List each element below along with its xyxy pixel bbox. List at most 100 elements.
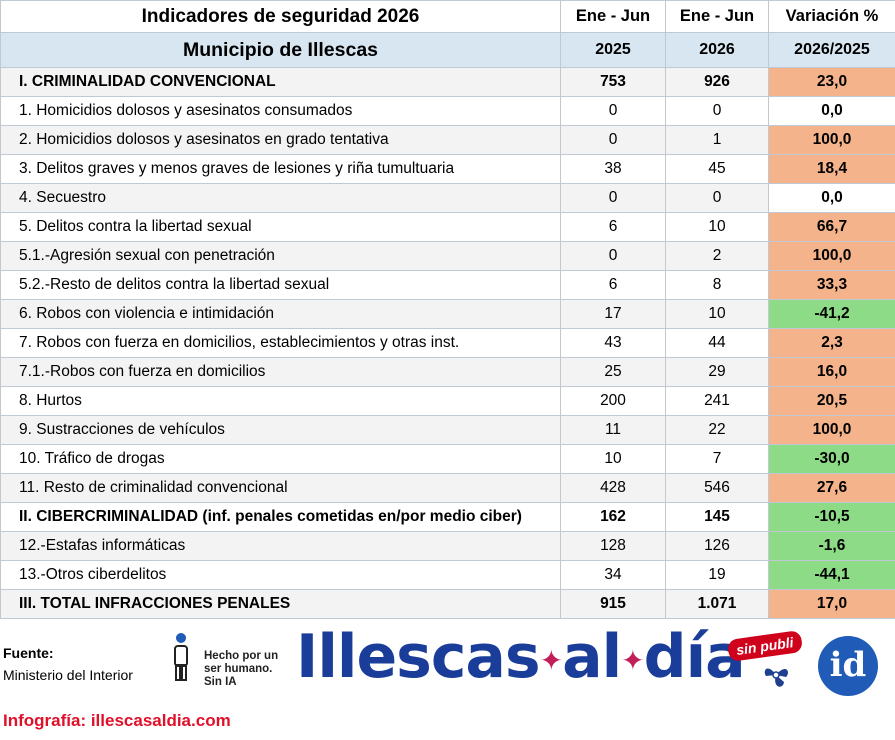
row-label: 12.-Estafas informáticas bbox=[0, 531, 561, 561]
variation-value: 23,0 bbox=[768, 67, 895, 97]
value-2025: 34 bbox=[560, 560, 666, 590]
value-2026: 2 bbox=[665, 241, 769, 271]
infografia-credit: Infografía: illescasaldia.com bbox=[3, 711, 231, 730]
variation-value: 20,5 bbox=[768, 386, 895, 416]
col2-year: 2026 bbox=[665, 32, 769, 68]
source-value: Ministerio del Interior bbox=[3, 667, 133, 683]
variation-value: -41,2 bbox=[768, 299, 895, 329]
row-label: 7. Robos con fuerza en domicilios, estab… bbox=[0, 328, 561, 358]
row-label: I. CRIMINALIDAD CONVENCIONAL bbox=[0, 67, 561, 97]
variation-value: 27,6 bbox=[768, 473, 895, 503]
person-icon bbox=[174, 633, 188, 681]
value-2025: 38 bbox=[560, 154, 666, 184]
row-label: 13.-Otros ciberdelitos bbox=[0, 560, 561, 590]
value-2026: 45 bbox=[665, 154, 769, 184]
variation-value: -44,1 bbox=[768, 560, 895, 590]
section-row: I. CRIMINALIDAD CONVENCIONAL 753 926 23,0 bbox=[0, 67, 895, 97]
logo-part3: día bbox=[643, 622, 746, 692]
value-2025: 6 bbox=[560, 270, 666, 300]
value-2025: 128 bbox=[560, 531, 666, 561]
row-label: 5.1.-Agresión sexual con penetración bbox=[0, 241, 561, 271]
value-2026: 926 bbox=[665, 67, 769, 97]
variation-value: 18,4 bbox=[768, 154, 895, 184]
row-label: 9. Sustracciones de vehículos bbox=[0, 415, 561, 445]
value-2026: 1.071 bbox=[665, 589, 769, 619]
human-made-badge: Hecho por un ser humano. Sin IA bbox=[204, 650, 294, 689]
variation-value: 17,0 bbox=[768, 589, 895, 619]
value-2025: 6 bbox=[560, 212, 666, 242]
table-row: 12.-Estafas informáticas 128 126 -1,6 bbox=[0, 531, 895, 561]
variation-value: -1,6 bbox=[768, 531, 895, 561]
variation-value: 100,0 bbox=[768, 125, 895, 155]
row-label: 5.2.-Resto de delitos contra la libertad… bbox=[0, 270, 561, 300]
security-indicators-table: Indicadores de seguridad 2026 Ene - Jun … bbox=[0, 0, 895, 619]
municipality-title: Municipio de Illescas bbox=[0, 32, 561, 68]
value-2026: 10 bbox=[665, 212, 769, 242]
logo-part2: al bbox=[562, 622, 622, 692]
row-label: 2. Homicidios dolosos y asesinatos en gr… bbox=[0, 125, 561, 155]
page-title: Indicadores de seguridad 2026 bbox=[0, 0, 561, 33]
human-badge-line3: Sin IA bbox=[204, 676, 237, 688]
table-row: 7. Robos con fuerza en domicilios, estab… bbox=[0, 328, 895, 358]
table-row: 5.1.-Agresión sexual con penetración 0 2 10… bbox=[0, 241, 895, 271]
value-2026: 1 bbox=[665, 125, 769, 155]
value-2026: 0 bbox=[665, 183, 769, 213]
table-row: 2. Homicidios dolosos y asesinatos en gr… bbox=[0, 125, 895, 155]
value-2025: 17 bbox=[560, 299, 666, 329]
row-label: 10. Tráfico de drogas bbox=[0, 444, 561, 474]
value-2026: 8 bbox=[665, 270, 769, 300]
row-label: 11. Resto de criminalidad convencional bbox=[0, 473, 561, 503]
variation-value: 100,0 bbox=[768, 241, 895, 271]
table-row: 5.2.-Resto de delitos contra la libertad… bbox=[0, 270, 895, 300]
table-row: 10. Tráfico de drogas 10 7 -30,0 bbox=[0, 444, 895, 474]
table-row: 8. Hurtos 200 241 20,5 bbox=[0, 386, 895, 416]
value-2025: 11 bbox=[560, 415, 666, 445]
row-label: 3. Delitos graves y menos graves de lesi… bbox=[0, 154, 561, 184]
row-label: II. CIBERCRIMINALIDAD (inf. penales come… bbox=[0, 502, 561, 532]
row-label: III. TOTAL INFRACCIONES PENALES bbox=[0, 589, 561, 619]
value-2026: 22 bbox=[665, 415, 769, 445]
value-2026: 10 bbox=[665, 299, 769, 329]
table-row: 3. Delitos graves y menos graves de lesi… bbox=[0, 154, 895, 184]
table-row: 7.1.-Robos con fuerza en domicilios 25 29 1… bbox=[0, 357, 895, 387]
value-2025: 0 bbox=[560, 241, 666, 271]
header-row-periods: Indicadores de seguridad 2026 Ene - Jun … bbox=[0, 0, 895, 33]
variation-value: 2,3 bbox=[768, 328, 895, 358]
value-2025: 915 bbox=[560, 589, 666, 619]
table-row: 11. Resto de criminalidad convencional 42… bbox=[0, 473, 895, 503]
value-2026: 241 bbox=[665, 386, 769, 416]
value-2026: 7 bbox=[665, 444, 769, 474]
variation-value: 33,3 bbox=[768, 270, 895, 300]
logo-part1: Illescas bbox=[296, 622, 541, 692]
value-2026: 29 bbox=[665, 357, 769, 387]
row-label: 5. Delitos contra la libertad sexual bbox=[0, 212, 561, 242]
variation-value: 0,0 bbox=[768, 96, 895, 126]
value-2026: 44 bbox=[665, 328, 769, 358]
human-badge-line2: ser humano. bbox=[204, 663, 273, 675]
table-row: 4. Secuestro 0 0 0,0 bbox=[0, 183, 895, 213]
header-row-years: Municipio de Illescas 2025 2026 2026/202… bbox=[0, 32, 895, 68]
value-2025: 200 bbox=[560, 386, 666, 416]
star-icon: ✦ bbox=[539, 643, 563, 677]
value-2025: 43 bbox=[560, 328, 666, 358]
row-label: 4. Secuestro bbox=[0, 183, 561, 213]
star-icon: ✦ bbox=[621, 643, 644, 677]
col3-variation-header: Variación % bbox=[768, 0, 895, 33]
illescasaldia-logo: Illescas✦al✦día bbox=[296, 622, 746, 692]
row-label: 1. Homicidios dolosos y asesinatos consu… bbox=[0, 96, 561, 126]
value-2025: 428 bbox=[560, 473, 666, 503]
col1-year: 2025 bbox=[560, 32, 666, 68]
row-label: 6. Robos con violencia e intimidación bbox=[0, 299, 561, 329]
section-row: II. CIBERCRIMINALIDAD (inf. penales come… bbox=[0, 502, 895, 532]
human-badge-line1: Hecho por un bbox=[204, 650, 279, 662]
value-2025: 0 bbox=[560, 183, 666, 213]
col3-years: 2026/2025 bbox=[768, 32, 895, 68]
table-row: 9. Sustracciones de vehículos 11 22 100,0 bbox=[0, 415, 895, 445]
value-2026: 0 bbox=[665, 96, 769, 126]
id-badge: id bbox=[818, 636, 878, 696]
col2-period: Ene - Jun bbox=[665, 0, 769, 33]
section-row: III. TOTAL INFRACCIONES PENALES 915 1.071 1… bbox=[0, 589, 895, 619]
value-2026: 19 bbox=[665, 560, 769, 590]
table-row: 5. Delitos contra la libertad sexual 6 10 6… bbox=[0, 212, 895, 242]
value-2025: 10 bbox=[560, 444, 666, 474]
